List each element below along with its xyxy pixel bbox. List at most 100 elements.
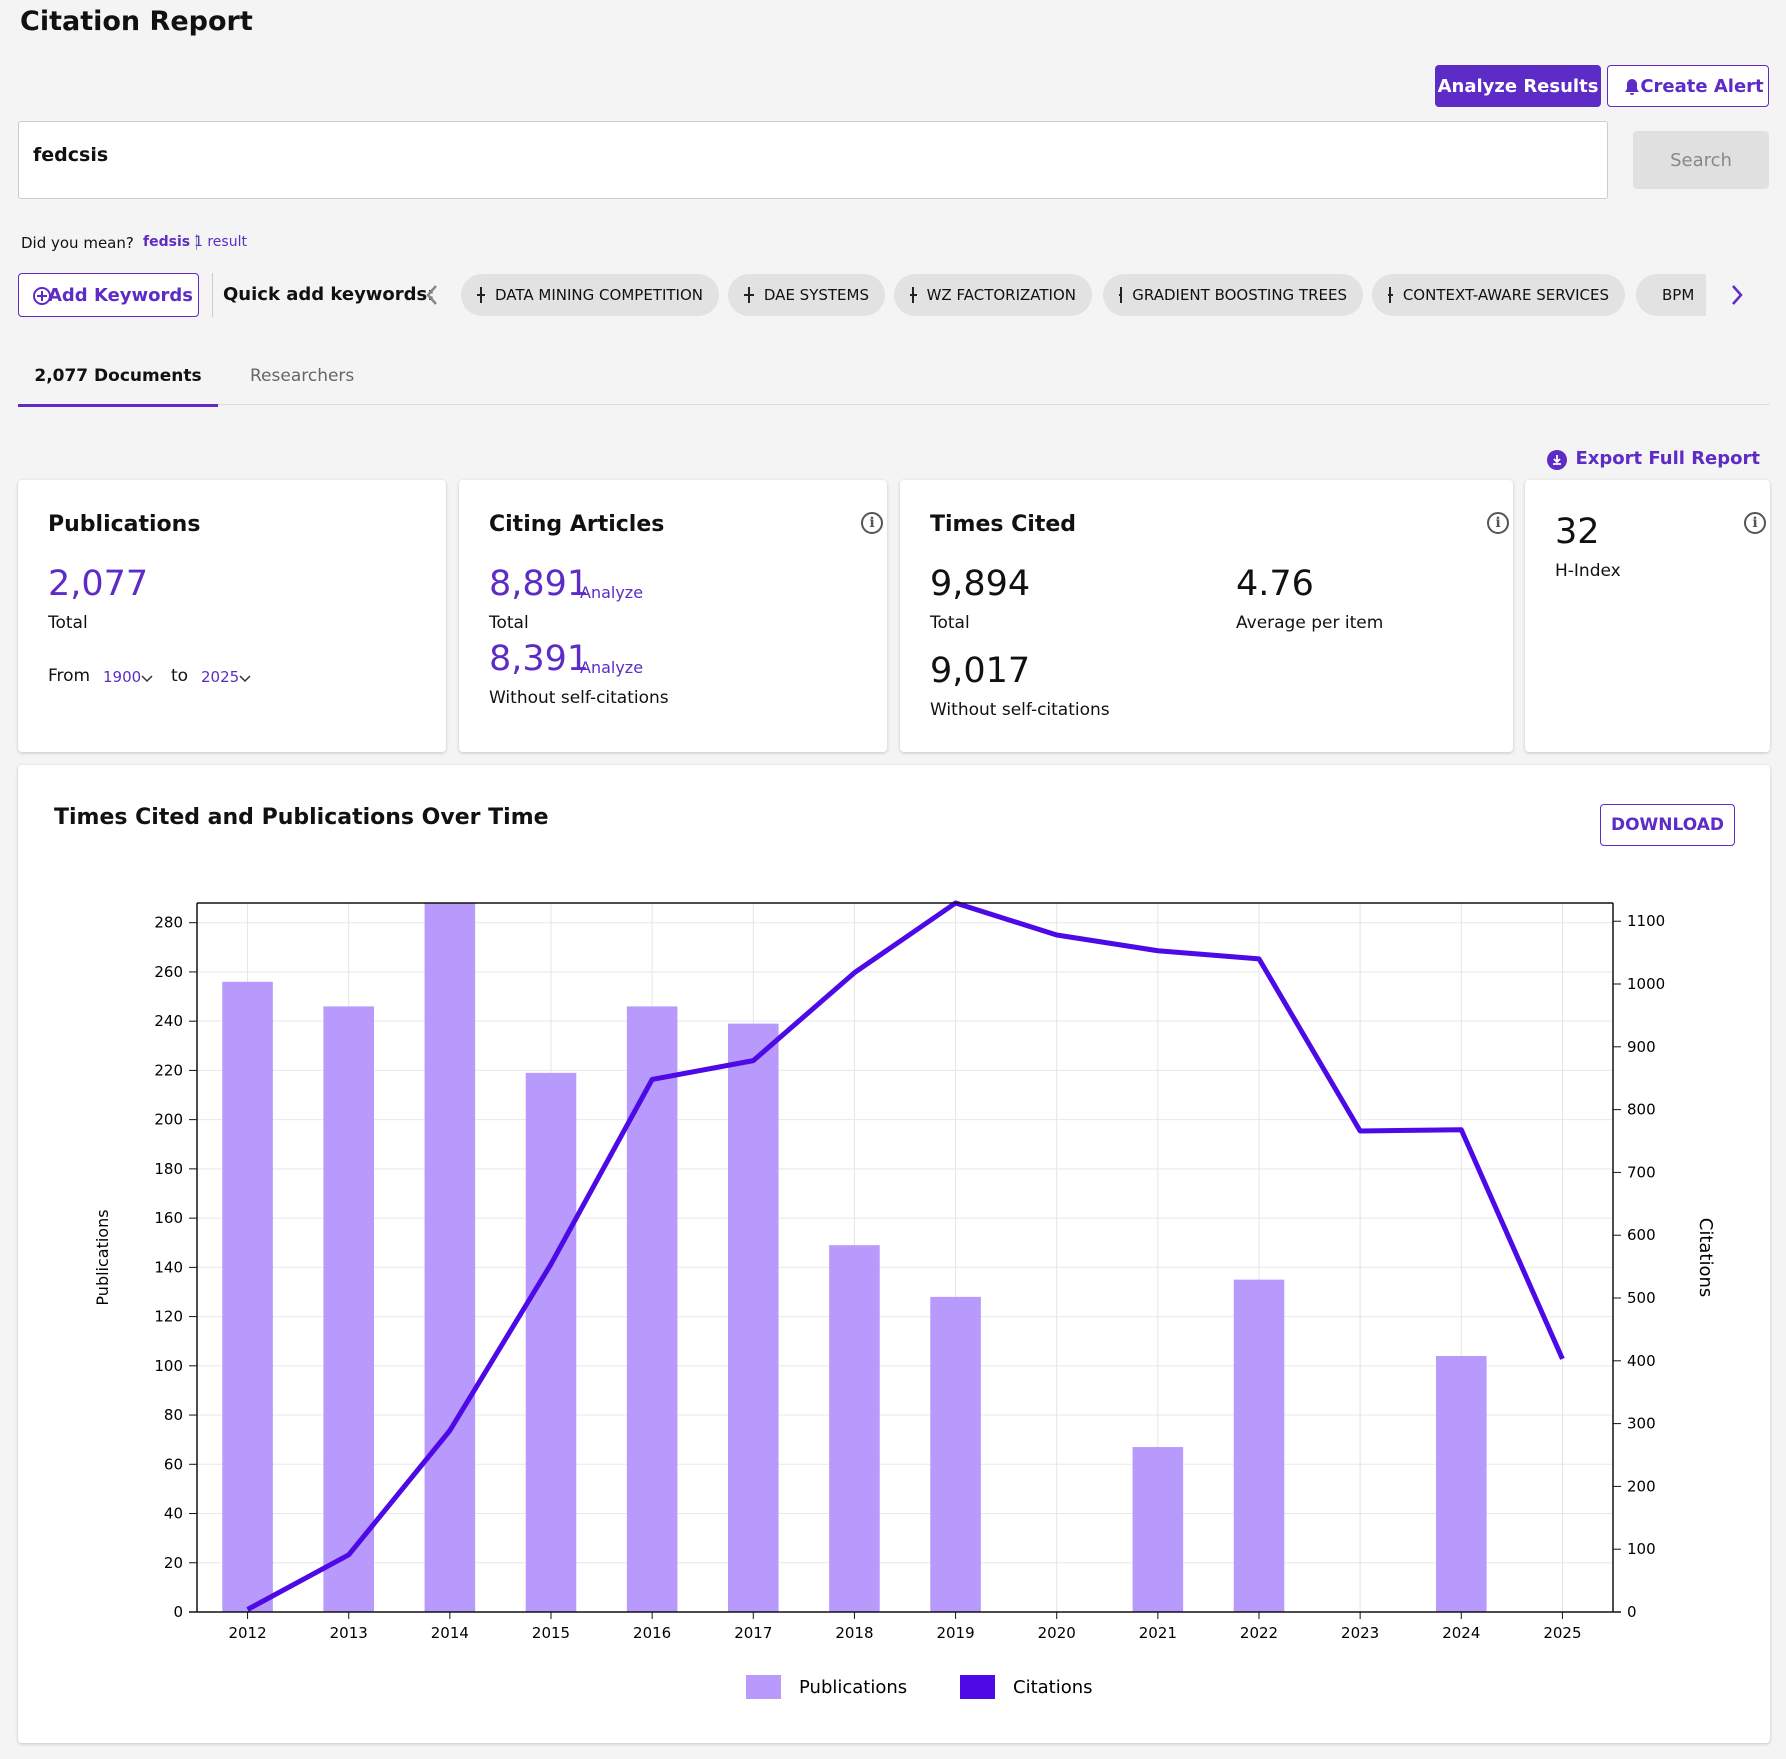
card-value: 9,894 [930, 564, 1031, 604]
x-tick-label: 2018 [835, 1624, 873, 1642]
y2-axis-title: Citations [1695, 1218, 1716, 1298]
card-label: Without self-citations [930, 700, 1110, 720]
y2-tick-label: 0 [1627, 1603, 1637, 1621]
export-label: Export Full Report [1575, 448, 1760, 469]
bar [222, 981, 273, 1612]
x-tick-label: 2012 [228, 1624, 266, 1642]
y2-tick-label: 600 [1627, 1226, 1656, 1244]
analyze-link[interactable]: Analyze [580, 658, 644, 677]
keyword-chip[interactable]: BPM [1636, 274, 1706, 316]
bar [1436, 1355, 1487, 1612]
bar [829, 1245, 880, 1612]
download-button[interactable]: DOWNLOAD [1600, 804, 1735, 846]
alert-label: Create Alert [1640, 75, 1764, 97]
y2-tick-label: 800 [1627, 1101, 1656, 1119]
y-tick-label: 280 [154, 914, 183, 932]
y2-tick-label: 700 [1627, 1163, 1656, 1181]
tab-rule [18, 404, 1770, 405]
y2-tick-label: 500 [1627, 1289, 1656, 1307]
y-tick-label: 60 [164, 1455, 183, 1473]
x-tick-label: 2023 [1341, 1624, 1379, 1642]
bar [424, 903, 476, 1612]
suggestion-label: Did you mean? [21, 234, 134, 252]
x-tick-label: 2016 [633, 1624, 671, 1642]
keyword-chip[interactable]: DATA MINING COMPETITION [461, 274, 719, 316]
info-icon[interactable]: i [861, 512, 883, 534]
add-keywords-label: Add Keywords [47, 284, 193, 306]
suggestion-term[interactable]: fedsis [143, 234, 198, 250]
export-icon [1547, 450, 1568, 470]
divider [212, 273, 213, 317]
page-title: Citation Report [20, 6, 253, 37]
suggestion-count: 1 result [194, 234, 247, 250]
tab-researchers[interactable]: Researchers [250, 366, 355, 386]
y-tick-label: 40 [164, 1505, 183, 1523]
keyword-chip[interactable]: WZ FACTORIZATION [894, 274, 1092, 316]
card-title: Publications [48, 512, 201, 537]
search-button[interactable]: Search [1633, 131, 1769, 189]
y-tick-label: 160 [154, 1209, 183, 1227]
y-tick-label: 200 [154, 1111, 183, 1129]
x-tick-label: 2024 [1442, 1624, 1480, 1642]
x-tick-label: 2021 [1139, 1624, 1177, 1642]
bell-icon [1625, 79, 1639, 95]
from-select[interactable]: 1900 [103, 668, 142, 686]
times-cited-card: Times Cited i 9,894 Total 4.76 Average p… [900, 480, 1513, 752]
alert-button[interactable]: Create Alert [1607, 65, 1769, 107]
bar [323, 1006, 374, 1612]
tab-documents[interactable]: 2,077 Documents [18, 366, 218, 407]
keyword-chip[interactable]: CONTEXT-AWARE SERVICES [1372, 274, 1625, 316]
x-tick-label: 2017 [734, 1624, 772, 1642]
card-label: Total [930, 613, 970, 633]
bar [626, 1006, 678, 1612]
y-tick-label: 20 [164, 1554, 183, 1572]
keyword-chip[interactable]: DAE SYSTEMS [728, 274, 885, 316]
keyword-chip[interactable]: GRADIENT BOOSTING TREES [1103, 274, 1363, 316]
y-tick-label: 220 [154, 1061, 183, 1079]
chips-next[interactable] [1730, 284, 1744, 306]
info-icon[interactable]: i [1744, 512, 1766, 534]
chart: 0 20 40 60 80 100 120 140 160 180 200 220 240 260 280 0… [93, 900, 1716, 1699]
y-axis-title: Publications [93, 1209, 112, 1305]
y-tick-label: 100 [154, 1357, 183, 1375]
to-select[interactable]: 2025 [201, 668, 240, 686]
analyze-link[interactable]: Analyze [580, 583, 644, 602]
chart-title: Times Cited and Publications Over Time [54, 805, 549, 830]
y2-tick-label: 100 [1627, 1540, 1656, 1558]
bar [1132, 1447, 1184, 1612]
plus-icon [33, 287, 51, 305]
card-value: 32 [1555, 512, 1600, 552]
info-icon[interactable]: i [1487, 512, 1509, 534]
bar [1233, 1279, 1285, 1612]
x-tick-label: 2015 [532, 1624, 570, 1642]
citing-card: Citing Articles i 8,891 Analyze Total 8,… [459, 480, 887, 752]
search-input[interactable]: fedcsis [18, 121, 1608, 199]
card-value: 8,891 [489, 564, 590, 604]
x-tick-label: 2020 [1038, 1624, 1076, 1642]
chart-card: Times Cited and Publications Over Time D… [18, 765, 1770, 1743]
card-value: 4.76 [1236, 564, 1314, 604]
from-label: From [48, 666, 91, 686]
y2-tick-label: 1000 [1627, 975, 1665, 993]
card-label: H-Index [1555, 561, 1621, 581]
bar [525, 1072, 577, 1612]
quick-add-label: Quick add keywords: [223, 284, 435, 305]
y2-tick-label: 900 [1627, 1038, 1656, 1056]
y-tick-label: 120 [154, 1308, 183, 1326]
x-tick-label: 2013 [330, 1624, 368, 1642]
analyze-button[interactable]: Analyze Results [1435, 65, 1601, 107]
card-value: 9,017 [930, 651, 1031, 691]
bar [930, 1296, 981, 1612]
y-tick-label: 80 [164, 1406, 183, 1424]
chevron [239, 675, 251, 683]
h-index-card: i 32 H-Index [1525, 480, 1770, 752]
card-label: Without self-citations [489, 688, 669, 708]
y2-tick-label: 200 [1627, 1477, 1656, 1495]
export-link[interactable]: Export Full Report [1547, 448, 1760, 470]
add-keywords[interactable]: Add Keywords [18, 273, 199, 317]
chips-prev[interactable] [425, 284, 439, 306]
bar [728, 1023, 779, 1612]
card-value: 2,077 [48, 564, 149, 604]
x-tick-label: 2019 [936, 1624, 974, 1642]
